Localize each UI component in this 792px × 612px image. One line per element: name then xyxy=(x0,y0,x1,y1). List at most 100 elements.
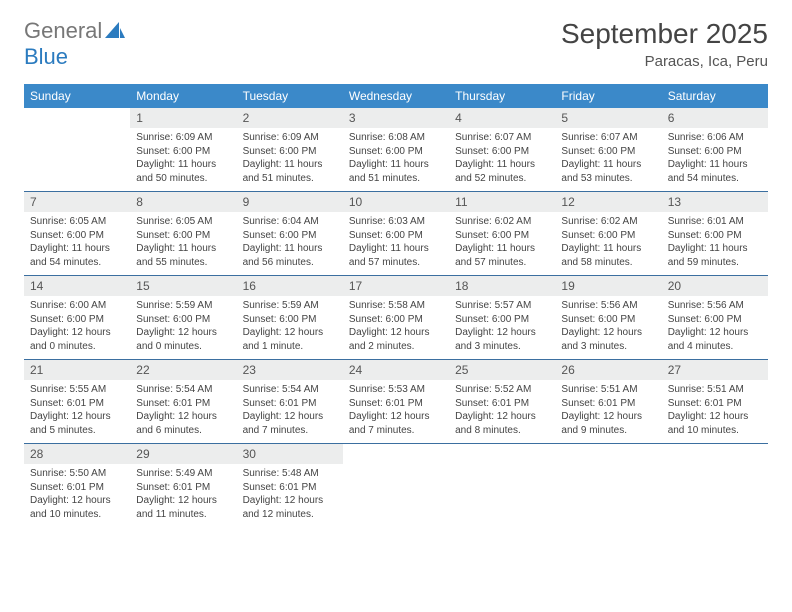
sunrise-line: Sunrise: 5:51 AM xyxy=(561,383,655,397)
day-number: 17 xyxy=(343,276,449,296)
day-detail: Sunrise: 5:51 AMSunset: 6:01 PMDaylight:… xyxy=(555,380,661,443)
day-detail: Sunrise: 5:50 AMSunset: 6:01 PMDaylight:… xyxy=(24,464,130,527)
daylight-line: Daylight: 12 hours and 0 minutes. xyxy=(136,326,230,353)
sunrise-line: Sunrise: 6:09 AM xyxy=(243,131,337,145)
day-detail: Sunrise: 5:49 AMSunset: 6:01 PMDaylight:… xyxy=(130,464,236,527)
sunrise-line: Sunrise: 6:07 AM xyxy=(455,131,549,145)
month-title: September 2025 xyxy=(561,18,768,50)
sunset-line: Sunset: 6:01 PM xyxy=(349,397,443,411)
day-detail: Sunrise: 6:09 AMSunset: 6:00 PMDaylight:… xyxy=(237,128,343,191)
day-number: 7 xyxy=(24,192,130,212)
day-detail: Sunrise: 6:07 AMSunset: 6:00 PMDaylight:… xyxy=(555,128,661,191)
calendar-day-cell: 25Sunrise: 5:52 AMSunset: 6:01 PMDayligh… xyxy=(449,360,555,444)
daylight-line: Daylight: 12 hours and 10 minutes. xyxy=(668,410,762,437)
calendar-header-row: SundayMondayTuesdayWednesdayThursdayFrid… xyxy=(24,84,768,108)
sunset-line: Sunset: 6:00 PM xyxy=(668,145,762,159)
calendar-day-cell: 4Sunrise: 6:07 AMSunset: 6:00 PMDaylight… xyxy=(449,108,555,192)
day-number: 2 xyxy=(237,108,343,128)
day-number: 14 xyxy=(24,276,130,296)
day-number: 18 xyxy=(449,276,555,296)
daylight-line: Daylight: 12 hours and 9 minutes. xyxy=(561,410,655,437)
sunrise-line: Sunrise: 5:51 AM xyxy=(668,383,762,397)
day-detail: Sunrise: 6:02 AMSunset: 6:00 PMDaylight:… xyxy=(449,212,555,275)
daylight-line: Daylight: 11 hours and 51 minutes. xyxy=(243,158,337,185)
daylight-line: Daylight: 12 hours and 5 minutes. xyxy=(30,410,124,437)
daylight-line: Daylight: 12 hours and 12 minutes. xyxy=(243,494,337,521)
calendar-week-row: 21Sunrise: 5:55 AMSunset: 6:01 PMDayligh… xyxy=(24,360,768,444)
title-block: September 2025 Paracas, Ica, Peru xyxy=(561,18,768,70)
day-detail: Sunrise: 6:08 AMSunset: 6:00 PMDaylight:… xyxy=(343,128,449,191)
day-detail: Sunrise: 6:04 AMSunset: 6:00 PMDaylight:… xyxy=(237,212,343,275)
calendar-day-cell: 19Sunrise: 5:56 AMSunset: 6:00 PMDayligh… xyxy=(555,276,661,360)
calendar-day-cell: .. xyxy=(662,444,768,528)
daylight-line: Daylight: 12 hours and 7 minutes. xyxy=(349,410,443,437)
day-number: 10 xyxy=(343,192,449,212)
sunrise-line: Sunrise: 6:09 AM xyxy=(136,131,230,145)
calendar-table: SundayMondayTuesdayWednesdayThursdayFrid… xyxy=(24,84,768,527)
day-number: 4 xyxy=(449,108,555,128)
calendar-week-row: 7Sunrise: 6:05 AMSunset: 6:00 PMDaylight… xyxy=(24,192,768,276)
location: Paracas, Ica, Peru xyxy=(561,53,768,70)
day-detail: Sunrise: 5:52 AMSunset: 6:01 PMDaylight:… xyxy=(449,380,555,443)
sunset-line: Sunset: 6:01 PM xyxy=(455,397,549,411)
day-detail: Sunrise: 6:09 AMSunset: 6:00 PMDaylight:… xyxy=(130,128,236,191)
day-number: 30 xyxy=(237,444,343,464)
sunset-line: Sunset: 6:00 PM xyxy=(455,145,549,159)
sunset-line: Sunset: 6:00 PM xyxy=(668,229,762,243)
calendar-day-cell: .. xyxy=(24,108,130,192)
daylight-line: Daylight: 12 hours and 3 minutes. xyxy=(455,326,549,353)
day-number: 5 xyxy=(555,108,661,128)
day-number: 27 xyxy=(662,360,768,380)
calendar-day-cell: 23Sunrise: 5:54 AMSunset: 6:01 PMDayligh… xyxy=(237,360,343,444)
daylight-line: Daylight: 12 hours and 7 minutes. xyxy=(243,410,337,437)
sunset-line: Sunset: 6:01 PM xyxy=(243,481,337,495)
weekday-header: Friday xyxy=(555,84,661,108)
day-number: 24 xyxy=(343,360,449,380)
calendar-day-cell: .. xyxy=(449,444,555,528)
calendar-day-cell: 2Sunrise: 6:09 AMSunset: 6:00 PMDaylight… xyxy=(237,108,343,192)
day-detail: Sunrise: 6:05 AMSunset: 6:00 PMDaylight:… xyxy=(24,212,130,275)
sunset-line: Sunset: 6:00 PM xyxy=(136,145,230,159)
sunset-line: Sunset: 6:00 PM xyxy=(30,229,124,243)
day-detail: Sunrise: 5:56 AMSunset: 6:00 PMDaylight:… xyxy=(662,296,768,359)
calendar-day-cell: 6Sunrise: 6:06 AMSunset: 6:00 PMDaylight… xyxy=(662,108,768,192)
sunrise-line: Sunrise: 6:05 AM xyxy=(30,215,124,229)
sunset-line: Sunset: 6:00 PM xyxy=(561,145,655,159)
sunrise-line: Sunrise: 6:06 AM xyxy=(668,131,762,145)
day-number: 28 xyxy=(24,444,130,464)
daylight-line: Daylight: 11 hours and 54 minutes. xyxy=(668,158,762,185)
sunset-line: Sunset: 6:00 PM xyxy=(243,229,337,243)
day-detail: Sunrise: 5:51 AMSunset: 6:01 PMDaylight:… xyxy=(662,380,768,443)
sunset-line: Sunset: 6:01 PM xyxy=(668,397,762,411)
calendar-day-cell: 28Sunrise: 5:50 AMSunset: 6:01 PMDayligh… xyxy=(24,444,130,528)
sunset-line: Sunset: 6:00 PM xyxy=(455,229,549,243)
day-detail: Sunrise: 6:07 AMSunset: 6:00 PMDaylight:… xyxy=(449,128,555,191)
calendar-day-cell: 11Sunrise: 6:02 AMSunset: 6:00 PMDayligh… xyxy=(449,192,555,276)
daylight-line: Daylight: 12 hours and 8 minutes. xyxy=(455,410,549,437)
day-detail: Sunrise: 5:54 AMSunset: 6:01 PMDaylight:… xyxy=(130,380,236,443)
day-detail: Sunrise: 6:02 AMSunset: 6:00 PMDaylight:… xyxy=(555,212,661,275)
day-number: 12 xyxy=(555,192,661,212)
day-detail: Sunrise: 5:55 AMSunset: 6:01 PMDaylight:… xyxy=(24,380,130,443)
day-detail: Sunrise: 5:54 AMSunset: 6:01 PMDaylight:… xyxy=(237,380,343,443)
calendar-day-cell: 29Sunrise: 5:49 AMSunset: 6:01 PMDayligh… xyxy=(130,444,236,528)
day-number: 8 xyxy=(130,192,236,212)
sunset-line: Sunset: 6:01 PM xyxy=(136,397,230,411)
logo-text-general: General xyxy=(24,18,102,43)
weekday-header: Saturday xyxy=(662,84,768,108)
sunset-line: Sunset: 6:00 PM xyxy=(561,313,655,327)
sunrise-line: Sunrise: 6:00 AM xyxy=(30,299,124,313)
sunset-line: Sunset: 6:00 PM xyxy=(561,229,655,243)
calendar-day-cell: 8Sunrise: 6:05 AMSunset: 6:00 PMDaylight… xyxy=(130,192,236,276)
sunrise-line: Sunrise: 5:56 AM xyxy=(668,299,762,313)
daylight-line: Daylight: 12 hours and 1 minute. xyxy=(243,326,337,353)
weekday-header: Tuesday xyxy=(237,84,343,108)
sunrise-line: Sunrise: 6:02 AM xyxy=(561,215,655,229)
daylight-line: Daylight: 12 hours and 10 minutes. xyxy=(30,494,124,521)
sunset-line: Sunset: 6:00 PM xyxy=(243,313,337,327)
calendar-day-cell: 12Sunrise: 6:02 AMSunset: 6:00 PMDayligh… xyxy=(555,192,661,276)
sunrise-line: Sunrise: 5:52 AM xyxy=(455,383,549,397)
calendar-body: ..1Sunrise: 6:09 AMSunset: 6:00 PMDaylig… xyxy=(24,108,768,527)
calendar-day-cell: 1Sunrise: 6:09 AMSunset: 6:00 PMDaylight… xyxy=(130,108,236,192)
daylight-line: Daylight: 11 hours and 54 minutes. xyxy=(30,242,124,269)
